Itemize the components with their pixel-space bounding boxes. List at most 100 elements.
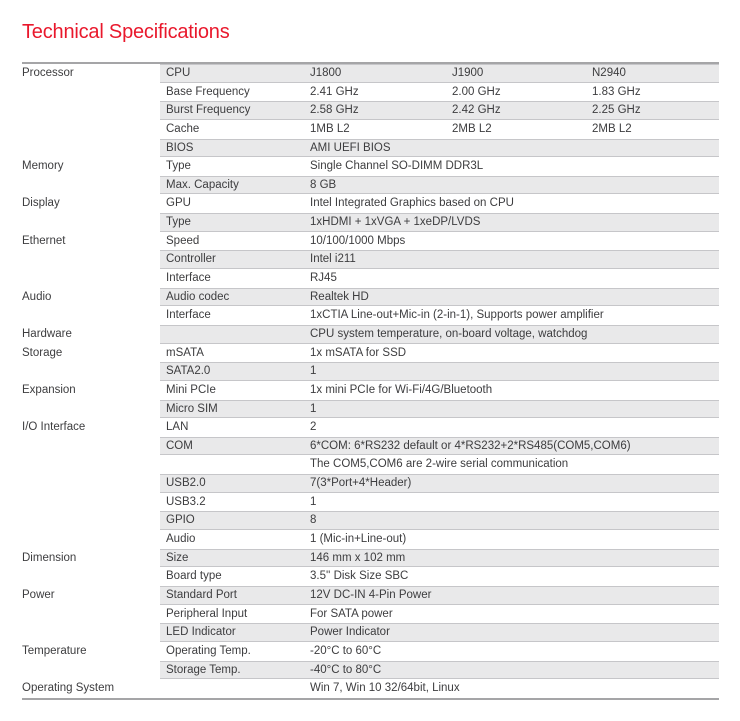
row-stripe: Audio codec Realtek HD (160, 287, 719, 307)
spec-value: Single Channel SO-DIMM DDR3L (310, 160, 484, 173)
spec-row: Memory Type Single Channel SO-DIMM DDR3L (22, 157, 719, 176)
spec-value: 3.5'' Disk Size SBC (310, 570, 409, 583)
spec-label: GPU (166, 197, 191, 210)
spec-label (160, 455, 310, 474)
row-stripe: Controller Intel i211 (160, 250, 719, 270)
spec-label: COM (166, 439, 193, 452)
spec-value: 1x mini PCIe for Wi-Fi/4G/Bluetooth (310, 383, 493, 396)
spec-label: Micro SIM (166, 402, 218, 415)
category-label: Dimension (22, 551, 77, 564)
spec-value: CPU system temperature, on-board voltage… (310, 327, 588, 340)
spec-value: 1xCTIA Line-out+Mic-in (2-in-1), Support… (310, 309, 604, 322)
category-label: Audio (22, 290, 52, 303)
spec-row: Interface RJ45 (22, 269, 719, 288)
row-stripe: LAN 2 (160, 418, 719, 437)
spec-label: LAN (166, 421, 189, 434)
row-stripe: Size 146 mm x 102 mm (160, 548, 719, 568)
row-stripe: Cache 1MB L2 2MB L2 2MB L2 (160, 120, 719, 139)
category-label (22, 661, 160, 680)
spec-value: 2.00 GHz (452, 85, 501, 98)
spec-row: The COM5,COM6 are 2-wire serial communic… (22, 455, 719, 474)
spec-label: Audio codec (166, 290, 230, 303)
spec-label: Size (166, 551, 189, 564)
spec-value: 12V DC-IN 4-Pin Power (310, 588, 432, 601)
spec-label: Standard Port (166, 588, 237, 601)
spec-label: Operating Temp. (166, 644, 251, 657)
spec-label: Mini PCIe (166, 383, 216, 396)
category-label (22, 623, 160, 642)
spec-row: Operating System Win 7, Win 10 32/64bit, … (22, 679, 719, 698)
spec-row: Cache 1MB L2 2MB L2 2MB L2 (22, 120, 719, 139)
category-label: Power (22, 588, 55, 601)
spec-value: 2.41 GHz (310, 85, 359, 98)
spec-value: 1 (310, 365, 317, 378)
spec-row: LED Indicator Power Indicator (22, 623, 719, 642)
spec-value: 2.42 GHz (452, 104, 501, 117)
spec-row: GPIO 8 (22, 511, 719, 531)
category-label (22, 362, 160, 381)
spec-value: 1MB L2 (310, 122, 350, 135)
spec-value: -20°C to 60°C (310, 644, 382, 657)
category-label (22, 213, 160, 232)
spec-value: 1 (Mic-in+Line-out) (310, 533, 407, 546)
spec-value: 1 (310, 495, 317, 508)
spec-value: 2.25 GHz (592, 104, 641, 117)
spec-label (160, 679, 310, 698)
row-stripe: The COM5,COM6 are 2-wire serial communic… (160, 455, 719, 474)
spec-value: The COM5,COM6 are 2-wire serial communic… (310, 458, 569, 471)
spec-value: For SATA power (310, 607, 393, 620)
category-label (22, 437, 160, 456)
row-stripe: Micro SIM 1 (160, 399, 719, 419)
row-stripe: USB3.2 1 (160, 493, 719, 512)
spec-row: Interface 1xCTIA Line-out+Mic-in (2-in-1)… (22, 306, 719, 325)
spec-value: 1x mSATA for SSD (310, 346, 407, 359)
spec-value: 6*COM: 6*RS232 default or 4*RS232+2*RS48… (310, 439, 631, 452)
spec-label: Board type (166, 570, 222, 583)
category-label: Processor (22, 67, 74, 79)
row-stripe: Standard Port 12V DC-IN 4-Pin Power (160, 585, 719, 605)
spec-row: Power Standard Port 12V DC-IN 4-Pin Power (22, 585, 719, 605)
spec-value: 2MB L2 (452, 122, 492, 135)
category-label (22, 269, 160, 288)
row-stripe: Burst Frequency 2.58 GHz 2.42 GHz 2.25 GHz (160, 101, 719, 120)
spec-value: Realtek HD (310, 290, 369, 303)
spec-value: 10/100/1000 Mbps (310, 234, 406, 247)
row-stripe: Interface 1xCTIA Line-out+Mic-in (2-in-1)… (160, 306, 719, 325)
category-label (22, 567, 160, 586)
spec-label: LED Indicator (166, 626, 236, 639)
spec-row: Burst Frequency 2.58 GHz 2.42 GHz 2.25 GHz (22, 101, 719, 120)
spec-value: 2MB L2 (592, 122, 632, 135)
spec-value: 7(3*Port+4*Header) (310, 477, 412, 490)
spec-row: Expansion Mini PCIe 1x mini PCIe for Wi-Fi… (22, 381, 719, 400)
category-label: Operating System (22, 682, 115, 695)
spec-value: RJ45 (310, 272, 337, 285)
category-label (22, 605, 160, 624)
bottom-rule (22, 697, 719, 700)
row-stripe: CPU J1800 J1900 N2940 (160, 64, 719, 83)
spec-value: AMI UEFI BIOS (310, 141, 391, 154)
row-stripe: Base Frequency 2.41 GHz 2.00 GHz 1.83 GHz (160, 83, 719, 102)
spec-value: Win 7, Win 10 32/64bit, Linux (310, 682, 460, 695)
spec-row: Hardware CPU system temperature, on-board… (22, 324, 719, 344)
category-label (22, 530, 160, 549)
spec-row: Board type 3.5'' Disk Size SBC (22, 567, 719, 586)
category-label (22, 455, 160, 474)
spec-row: Storage mSATA 1x mSATA for SSD (22, 344, 719, 363)
spec-row: Max. Capacity 8 GB (22, 175, 719, 195)
spec-row: Peripheral Input For SATA power (22, 605, 719, 624)
row-stripe: USB2.0 7(3*Port+4*Header) (160, 474, 719, 493)
category-label (22, 139, 160, 158)
spec-label: USB3.2 (166, 495, 206, 508)
category-label (22, 101, 160, 120)
category-label (22, 306, 160, 325)
page-title: Technical Specifications (22, 21, 230, 43)
row-stripe: CPU system temperature, on-board voltage… (160, 324, 719, 344)
row-stripe: Type 1xHDMI + 1xVGA + 1xeDP/LVDS (160, 213, 719, 232)
row-stripe: COM 6*COM: 6*RS232 default or 4*RS232+2*R… (160, 436, 719, 456)
row-stripe: Win 7, Win 10 32/64bit, Linux (160, 679, 719, 698)
spec-row: Storage Temp. -40°C to 80°C (22, 660, 719, 680)
row-stripe: Board type 3.5'' Disk Size SBC (160, 567, 719, 586)
spec-row: SATA2.0 1 (22, 362, 719, 381)
spec-value: Power Indicator (310, 626, 390, 639)
row-stripe: Audio 1 (Mic-in+Line-out) (160, 530, 719, 549)
